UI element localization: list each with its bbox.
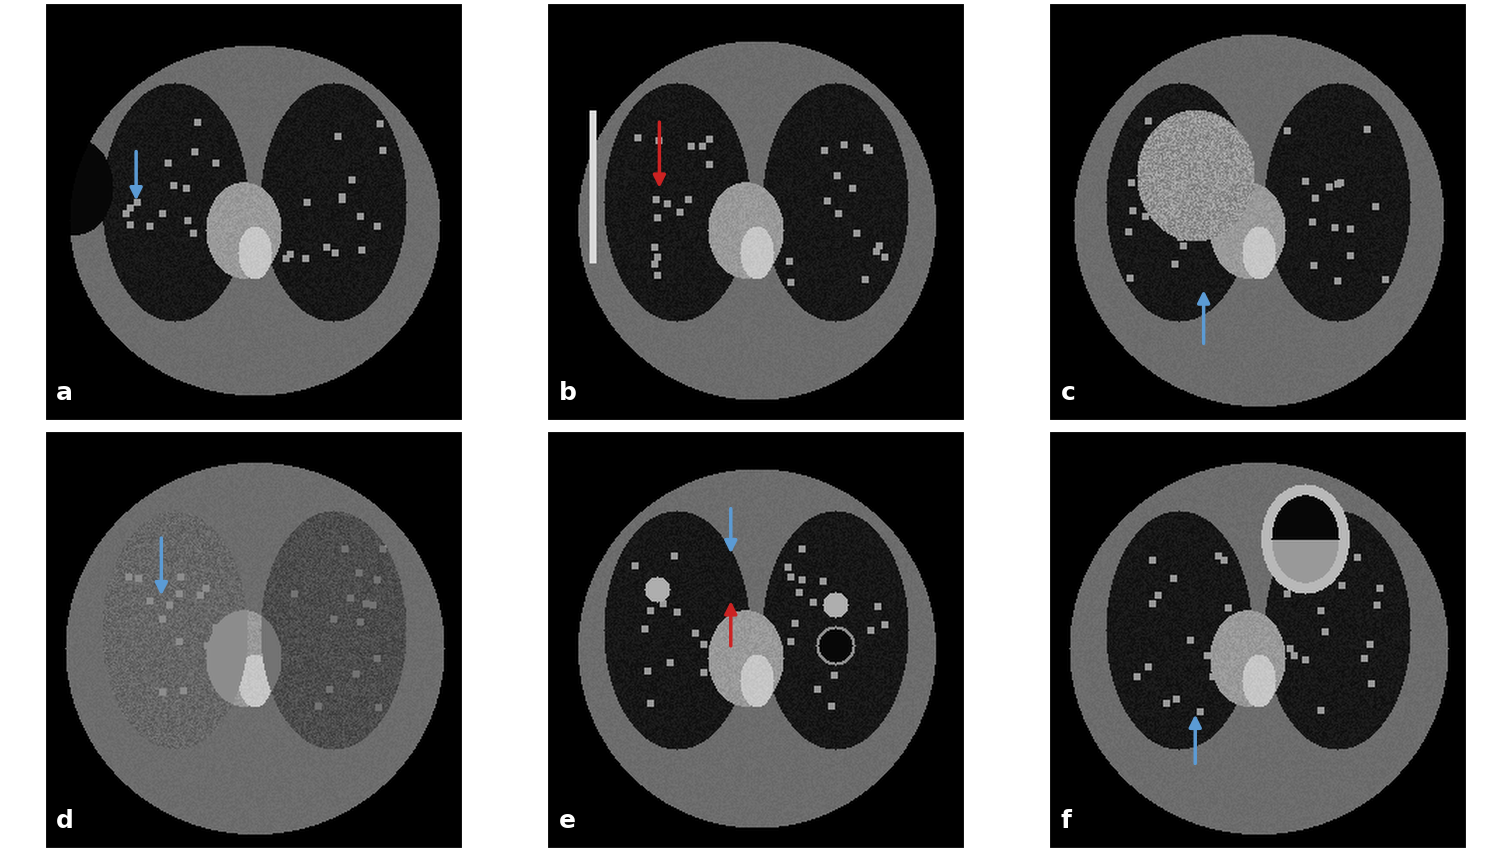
Text: e: e — [558, 809, 576, 833]
Text: d: d — [56, 809, 74, 833]
Text: c: c — [1061, 381, 1075, 405]
Text: b: b — [558, 381, 576, 405]
Text: f: f — [1061, 809, 1072, 833]
Text: a: a — [56, 381, 73, 405]
